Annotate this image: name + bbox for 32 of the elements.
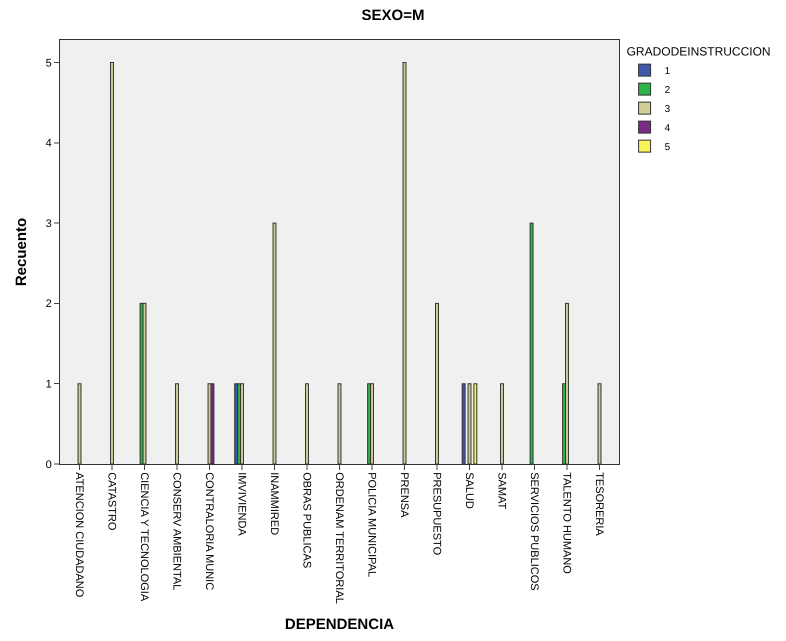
chart-title: SEXO=M	[362, 7, 424, 24]
x-tick-label: IMVIVIENDA	[235, 472, 248, 536]
x-tick-label: PRENSA	[398, 472, 410, 518]
x-tick-label: CATASTRO	[105, 472, 118, 531]
y-tick-label: 2	[46, 298, 52, 310]
legend-label: 5	[664, 142, 671, 153]
x-tick-label: INAMMIRED	[268, 472, 280, 536]
x-tick-label: TALENTO HUMANO	[560, 472, 572, 574]
x-tick-label: ATENCION CIUDADANO	[72, 472, 85, 598]
x-tick-label: CONSERV AMBIENTAL	[170, 472, 182, 590]
y-tick-label: 4	[46, 138, 52, 150]
x-tick-label: CONTRALORIA MUNIC	[202, 472, 215, 590]
x-axis-title: DEPENDENCIA	[284, 616, 394, 633]
y-tick-label: 0	[46, 458, 52, 471]
x-tick-label: SERVICIOS PUBLICOS	[528, 472, 540, 591]
x-tick-label: CIENCIA Y TECNOLOGIA	[138, 472, 150, 602]
y-tick-label: 1	[46, 378, 52, 391]
legend-label: 3	[664, 104, 671, 115]
legend-label: 4	[664, 123, 671, 134]
x-tick-label: OBRAS PUBLICAS	[300, 472, 312, 568]
y-axis-title: Recuento	[12, 218, 30, 286]
legend-label: 2	[664, 85, 671, 96]
x-tick-label: POLICIA MUNICIPAL	[365, 472, 378, 578]
x-tick-label: TESORERIA	[592, 472, 605, 536]
legend-title: GRADODEINSTRUCCION	[626, 44, 771, 59]
x-tick-label: SALUD	[462, 472, 475, 509]
y-tick-label: 5	[46, 57, 52, 70]
x-tick-label: PRESUPUESTO	[430, 472, 442, 556]
y-tick-label: 3	[46, 218, 52, 230]
x-tick-label: SAMAT	[495, 472, 508, 510]
x-tick-label: ORDENAM TERRITORIAL	[332, 472, 345, 604]
legend-label: 1	[664, 66, 671, 77]
